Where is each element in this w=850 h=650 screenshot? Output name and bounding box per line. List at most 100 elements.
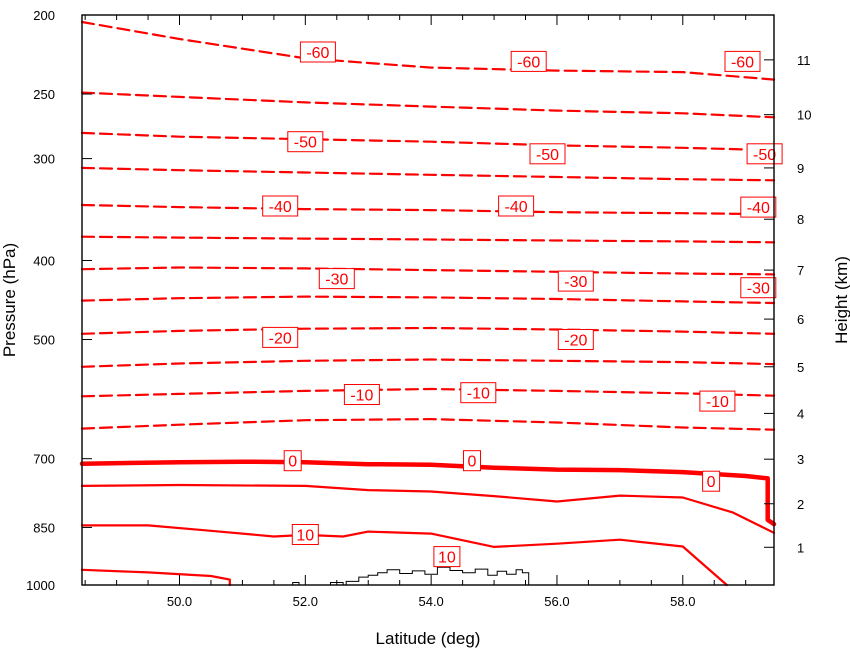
contour-label-box (702, 470, 721, 492)
contour-label-box (287, 131, 324, 153)
contour-label: 10 (291, 524, 319, 545)
contour-labels: -60 -60 -60 -50 -50 -50 -40 -40 -40 -30 -30 -30 -20 -… (262, 41, 783, 568)
y-axis-pressure: 200 250 300 400 500 700 850 1000 (26, 8, 92, 593)
y-tick-label: 700 (33, 452, 55, 467)
height-tick-label: 9 (797, 161, 804, 176)
contour-label-box (529, 143, 566, 165)
contour-label-text: -10 (467, 386, 490, 403)
contour-label: -30 (740, 277, 777, 299)
contour-label-box (557, 270, 594, 292)
contour-label-text: 10 (296, 528, 314, 545)
plot-background (82, 15, 774, 585)
height-tick-label: 10 (797, 108, 811, 123)
contour-label-box (463, 450, 481, 472)
contour-line (80, 235, 776, 244)
contour-label-text: -60 (731, 54, 754, 71)
y-tick-label: 400 (33, 253, 55, 268)
contour-label-text: -60 (306, 45, 329, 62)
contour-line (80, 203, 776, 216)
contour-label-box (262, 326, 299, 348)
x-axis-label: Latitude (deg) (376, 629, 481, 648)
contour-line (80, 295, 776, 305)
contour-label: -30 (318, 268, 355, 290)
y-tick-label: 500 (33, 333, 55, 348)
contour-label: -50 (746, 143, 783, 165)
contour-label-box (724, 50, 761, 72)
contour-line (80, 483, 776, 534)
y-tick-label: 300 (33, 152, 55, 167)
terrain-line (286, 566, 530, 586)
contour-label-text: -10 (706, 394, 729, 411)
contour-label: 0 (283, 450, 302, 472)
contour-label-box (291, 524, 319, 545)
contour-label-text: -60 (517, 54, 540, 71)
contour-line (80, 358, 776, 368)
contour-label-text: -40 (747, 200, 770, 217)
x-tick-label: 58.0 (670, 594, 695, 609)
contour-label: -10 (699, 390, 736, 412)
y-axis-label: Pressure (hPa) (0, 243, 19, 357)
contour-line (79, 459, 777, 527)
contour-label-box (699, 390, 736, 412)
contour-label-box (557, 329, 594, 350)
contour-label-box (299, 41, 336, 63)
contour-line (80, 418, 776, 431)
y-axis-right-label: Height (km) (832, 256, 850, 344)
height-tick-label: 8 (797, 212, 804, 227)
contour-label-text: 10 (438, 550, 456, 567)
contour-label-text: -20 (564, 333, 587, 350)
contour-label-box (460, 382, 497, 404)
contour-label: -10 (460, 382, 497, 404)
contour-lines (79, 20, 777, 587)
contour-label: -10 (343, 384, 380, 405)
contour-line (80, 524, 728, 587)
terrain-outline (286, 566, 530, 586)
contour-label: -60 (724, 50, 761, 72)
contour-label: -60 (299, 41, 336, 63)
contour-line (80, 91, 776, 119)
contour-label-text: -30 (325, 272, 348, 289)
contour-line (80, 131, 776, 152)
contour-label-box (498, 195, 535, 217)
contour-label-box (283, 450, 302, 472)
contour-label-box (262, 195, 299, 217)
y-axis-height: 1 2 3 4 5 6 7 8 9 10 11 (764, 53, 811, 555)
contour-label-box (740, 277, 777, 299)
y-tick-label: 1000 (26, 578, 55, 593)
contour-line (80, 568, 231, 587)
x-axis: 50.0 52.0 54.0 56.0 58.0 (84, 15, 747, 609)
contour-label-text: -40 (269, 199, 292, 216)
height-tick-label: 6 (797, 312, 804, 327)
contour-label-box (510, 50, 547, 72)
contour-label-text: -50 (536, 147, 559, 164)
height-tick-label: 4 (797, 406, 804, 421)
contour-label-box (343, 384, 380, 405)
contour-label: -40 (740, 196, 777, 218)
contour-line (80, 387, 776, 398)
contour-label: -20 (262, 326, 299, 348)
x-tick-label: 56.0 (544, 594, 569, 609)
contour-label-text: -20 (269, 330, 292, 347)
contour-label: -50 (287, 131, 324, 153)
contour-label: -20 (557, 329, 594, 350)
contour-label-text: -10 (350, 388, 373, 405)
y-tick-label: 850 (33, 520, 55, 535)
contour-label: -40 (262, 195, 299, 217)
contour-label: -50 (529, 143, 566, 165)
x-tick-label: 50.0 (167, 594, 192, 609)
height-tick-label: 7 (797, 263, 804, 278)
contour-label: -30 (557, 270, 594, 292)
contour-line (80, 20, 776, 81)
contour-label-text: 0 (288, 454, 297, 471)
contour-label: 0 (463, 450, 481, 472)
height-tick-label: 5 (797, 360, 804, 375)
y-tick-label: 200 (33, 8, 55, 23)
contour-label-box (318, 268, 355, 290)
contour-line (80, 166, 776, 182)
x-tick-label: 52.0 (293, 594, 318, 609)
contour-label: 10 (433, 546, 461, 568)
contour-label-text: 0 (468, 454, 477, 471)
x-tick-label: 54.0 (418, 594, 443, 609)
y-tick-label: 250 (33, 87, 55, 102)
